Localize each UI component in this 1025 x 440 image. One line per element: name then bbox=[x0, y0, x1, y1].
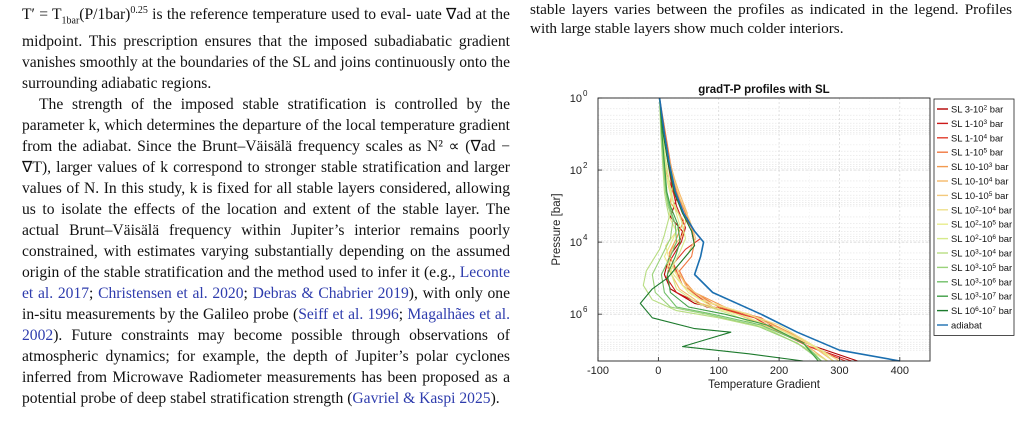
legend-entry: SL 106-107 bar bbox=[951, 305, 1012, 316]
legend-entry: SL 10-103 bar bbox=[951, 161, 1008, 172]
chart-title: gradT-P profiles with SL bbox=[698, 84, 829, 96]
y-tick-label: 10 bbox=[570, 93, 582, 105]
citation-link[interactable]: Christensen et al. 2020 bbox=[98, 285, 244, 303]
y-tick-exponent: 2 bbox=[583, 161, 588, 170]
paragraph-1-text: uate ∇ad at the midpoint. This prescript… bbox=[22, 6, 510, 93]
paragraph-2-text: ). Future constraints may become possibl… bbox=[22, 327, 510, 408]
figure-caption: stable layers varies between the profile… bbox=[530, 1, 1012, 37]
eq-part: (P/1bar) bbox=[79, 6, 131, 24]
legend-entry: SL 3-102 bar bbox=[951, 104, 1003, 115]
x-tick-label: 100 bbox=[710, 365, 728, 377]
legend-entry: SL 102-104 bar bbox=[951, 204, 1012, 215]
citation-link[interactable]: Magalhães et al. 2002 bbox=[22, 306, 511, 345]
eq-sup: 0.25 bbox=[130, 5, 148, 16]
paragraph-2-text: The strength of the imposed stable strat… bbox=[22, 96, 510, 282]
citation-link[interactable]: Debras & Chabrier 2019 bbox=[252, 285, 409, 303]
series-line bbox=[639, 97, 804, 362]
y-tick-label: 10 bbox=[570, 165, 582, 177]
y-tick-exponent: 0 bbox=[583, 89, 588, 98]
legend-entry: SL 103-104 bar bbox=[951, 248, 1012, 259]
x-tick-label: 200 bbox=[770, 365, 788, 377]
figure-chart: -100 0 100 200 300 400 10 0 10 2 10 4 10 6 gradT-P pro… bbox=[536, 78, 1020, 413]
x-tick-label: 400 bbox=[891, 365, 909, 377]
axes-frame bbox=[597, 97, 931, 362]
legend-entry: SL 103-105 bar bbox=[951, 262, 1012, 273]
eq-part: T′ = T bbox=[22, 6, 62, 24]
legend-entry: SL 103-106 bar bbox=[951, 276, 1012, 287]
x-tick-label: -100 bbox=[587, 365, 609, 377]
series-line bbox=[658, 97, 900, 362]
x-tick-label: 300 bbox=[830, 365, 848, 377]
y-tick-label: 10 bbox=[570, 237, 582, 249]
paragraph-2-text: ), with only one in-situ measurements by… bbox=[22, 285, 511, 324]
y-axis-label: Pressure [bar] bbox=[551, 193, 563, 265]
y-tick-exponent: 4 bbox=[583, 233, 588, 242]
x-tick-label: 0 bbox=[655, 365, 661, 377]
right-text-column: stable layers varies between the profile… bbox=[530, 0, 1012, 38]
left-text-column: T′ = T1bar(P/1bar)0.25 is the reference … bbox=[22, 0, 510, 409]
y-tick-label: 10 bbox=[570, 309, 582, 321]
eq-sub: 1bar bbox=[61, 15, 80, 27]
eq-part: is the reference temperature used to eva… bbox=[147, 6, 412, 24]
series-line bbox=[642, 97, 822, 362]
y-tick-exponent: 6 bbox=[583, 305, 588, 314]
citation-link[interactable]: Gavriel & Kaspi 2025 bbox=[352, 390, 491, 408]
legend-entry: SL 103-107 bar bbox=[951, 291, 1012, 302]
citation-link[interactable]: Leconte et al. 2017 bbox=[22, 264, 510, 303]
series-line bbox=[659, 97, 819, 362]
legend-entry: SL 10-105 bar bbox=[951, 190, 1008, 201]
separator: ; bbox=[89, 285, 99, 303]
legend-entry: SL 10-104 bar bbox=[951, 176, 1008, 187]
citation-link[interactable]: Seiff et al. 1996 bbox=[298, 306, 399, 324]
legend-entry: adiabat bbox=[951, 320, 982, 331]
series-line bbox=[659, 97, 822, 362]
paragraph-1: T′ = T1bar(P/1bar)0.25 is the reference … bbox=[22, 0, 510, 94]
series-line bbox=[651, 97, 822, 362]
legend-entry: SL 1-104 bar bbox=[951, 132, 1003, 143]
paragraph-2-text: ). bbox=[490, 390, 500, 408]
legend-entry: SL 1-105 bar bbox=[951, 147, 1003, 158]
paragraph-2: The strength of the imposed stable strat… bbox=[22, 94, 510, 409]
separator: ; bbox=[243, 285, 253, 303]
legend-entry: SL 102-105 bar bbox=[951, 219, 1012, 230]
legend-entry: SL 102-106 bar bbox=[951, 233, 1012, 244]
plot-area bbox=[598, 98, 930, 361]
x-axis-label: Temperature Gradient bbox=[708, 379, 821, 391]
legend-entry: SL 1-103 bar bbox=[951, 118, 1003, 129]
separator: ; bbox=[398, 306, 408, 324]
